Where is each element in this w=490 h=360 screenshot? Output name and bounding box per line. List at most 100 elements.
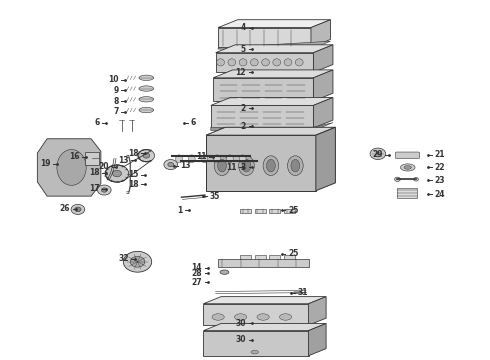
Ellipse shape xyxy=(218,159,226,172)
Ellipse shape xyxy=(257,314,269,320)
Ellipse shape xyxy=(214,155,220,163)
Text: 15: 15 xyxy=(128,170,139,179)
Text: 6: 6 xyxy=(190,118,196,127)
Text: 31: 31 xyxy=(298,288,308,297)
Ellipse shape xyxy=(201,155,208,163)
Ellipse shape xyxy=(239,155,246,163)
Text: 20: 20 xyxy=(98,162,109,171)
Ellipse shape xyxy=(242,159,251,172)
Ellipse shape xyxy=(220,128,234,131)
Polygon shape xyxy=(211,105,314,128)
Polygon shape xyxy=(203,297,326,304)
Ellipse shape xyxy=(168,162,173,167)
Text: 4: 4 xyxy=(241,23,246,32)
Text: 9: 9 xyxy=(114,86,119,95)
Ellipse shape xyxy=(139,107,154,113)
Polygon shape xyxy=(314,98,333,128)
Text: 18: 18 xyxy=(128,149,139,158)
Ellipse shape xyxy=(217,59,224,66)
Bar xyxy=(270,255,280,259)
Polygon shape xyxy=(203,324,326,330)
Text: 35: 35 xyxy=(210,192,220,201)
Ellipse shape xyxy=(273,59,281,66)
Ellipse shape xyxy=(235,314,246,320)
Polygon shape xyxy=(37,139,101,196)
Text: 30: 30 xyxy=(236,335,246,344)
Text: 13: 13 xyxy=(118,156,129,165)
Ellipse shape xyxy=(164,159,177,170)
Ellipse shape xyxy=(139,86,154,91)
Ellipse shape xyxy=(239,59,247,66)
Polygon shape xyxy=(213,70,333,78)
Ellipse shape xyxy=(279,314,292,320)
Bar xyxy=(240,209,251,213)
Text: 2: 2 xyxy=(241,122,246,131)
Ellipse shape xyxy=(288,156,303,176)
Ellipse shape xyxy=(295,59,303,66)
Text: 2: 2 xyxy=(241,104,246,113)
Ellipse shape xyxy=(71,204,85,215)
Ellipse shape xyxy=(267,159,275,172)
Ellipse shape xyxy=(228,59,236,66)
Ellipse shape xyxy=(139,96,154,102)
Text: 32: 32 xyxy=(118,255,129,264)
Ellipse shape xyxy=(105,165,129,182)
Text: 21: 21 xyxy=(435,150,445,159)
Text: 19: 19 xyxy=(40,159,50,168)
Ellipse shape xyxy=(57,149,86,185)
Ellipse shape xyxy=(212,314,224,320)
Bar xyxy=(240,255,251,259)
Ellipse shape xyxy=(130,256,145,267)
Polygon shape xyxy=(206,127,335,135)
Polygon shape xyxy=(216,53,314,72)
Polygon shape xyxy=(213,78,314,101)
Text: 16: 16 xyxy=(70,152,80,161)
Text: 14: 14 xyxy=(192,264,202,273)
Ellipse shape xyxy=(370,148,386,159)
Ellipse shape xyxy=(284,59,292,66)
Ellipse shape xyxy=(214,156,230,176)
Text: 18: 18 xyxy=(89,168,99,177)
Polygon shape xyxy=(218,20,331,28)
Ellipse shape xyxy=(143,153,150,158)
Polygon shape xyxy=(311,20,331,47)
Bar xyxy=(255,209,266,213)
Polygon shape xyxy=(316,127,335,191)
Polygon shape xyxy=(314,70,333,101)
Text: 29: 29 xyxy=(372,150,383,159)
Ellipse shape xyxy=(404,166,412,169)
Polygon shape xyxy=(85,152,99,165)
Bar xyxy=(270,209,280,213)
Ellipse shape xyxy=(175,155,182,163)
Text: 17: 17 xyxy=(89,184,99,193)
Bar xyxy=(218,259,309,267)
Bar xyxy=(397,188,417,198)
Ellipse shape xyxy=(98,185,111,195)
Text: 1: 1 xyxy=(177,206,182,215)
Ellipse shape xyxy=(250,59,258,66)
Text: 11: 11 xyxy=(196,152,207,161)
Polygon shape xyxy=(309,324,326,356)
Bar xyxy=(284,209,295,213)
Polygon shape xyxy=(211,123,333,131)
Text: 27: 27 xyxy=(192,278,202,287)
Text: 12: 12 xyxy=(236,68,246,77)
Text: 13: 13 xyxy=(180,161,191,170)
Ellipse shape xyxy=(263,156,279,176)
Text: 11: 11 xyxy=(226,163,236,172)
Polygon shape xyxy=(314,45,333,72)
Ellipse shape xyxy=(123,251,152,272)
Ellipse shape xyxy=(289,128,303,131)
Polygon shape xyxy=(206,135,316,191)
Ellipse shape xyxy=(291,159,300,172)
Text: 5: 5 xyxy=(241,45,246,54)
Ellipse shape xyxy=(113,170,122,177)
Ellipse shape xyxy=(188,155,195,163)
Text: 10: 10 xyxy=(108,75,119,84)
Ellipse shape xyxy=(262,59,270,66)
Ellipse shape xyxy=(266,128,280,131)
Text: 28: 28 xyxy=(192,269,202,278)
Ellipse shape xyxy=(414,177,418,181)
Ellipse shape xyxy=(394,177,400,181)
Ellipse shape xyxy=(138,149,155,162)
